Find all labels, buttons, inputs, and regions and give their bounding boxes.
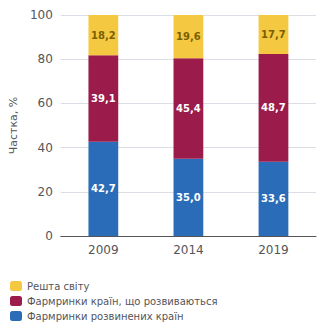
- svg-text:48,7: 48,7: [261, 102, 286, 113]
- svg-text:80: 80: [38, 52, 53, 66]
- svg-text:35,0: 35,0: [176, 192, 201, 203]
- svg-text:19,6: 19,6: [176, 31, 201, 42]
- svg-text:Фармринки країн, що розвивають: Фармринки країн, що розвиваються: [27, 296, 217, 307]
- svg-text:39,1: 39,1: [91, 93, 116, 104]
- svg-text:60: 60: [38, 96, 53, 110]
- svg-text:17,7: 17,7: [261, 29, 286, 40]
- svg-text:100: 100: [30, 8, 53, 22]
- svg-text:33,6: 33,6: [261, 193, 286, 204]
- svg-text:Решта світу: Решта світу: [27, 281, 89, 292]
- svg-text:Частка, %: Частка, %: [7, 97, 20, 155]
- svg-text:Фармринки розвинених країн: Фармринки розвинених країн: [27, 311, 184, 322]
- svg-text:2009: 2009: [88, 243, 119, 257]
- svg-text:45,4: 45,4: [176, 103, 201, 114]
- svg-text:40: 40: [38, 141, 53, 155]
- svg-text:42,7: 42,7: [91, 183, 116, 194]
- svg-text:18,2: 18,2: [91, 30, 116, 41]
- svg-text:20: 20: [38, 185, 53, 199]
- svg-text:0: 0: [45, 229, 53, 243]
- svg-text:2019: 2019: [258, 243, 289, 257]
- svg-text:2014: 2014: [173, 243, 204, 257]
